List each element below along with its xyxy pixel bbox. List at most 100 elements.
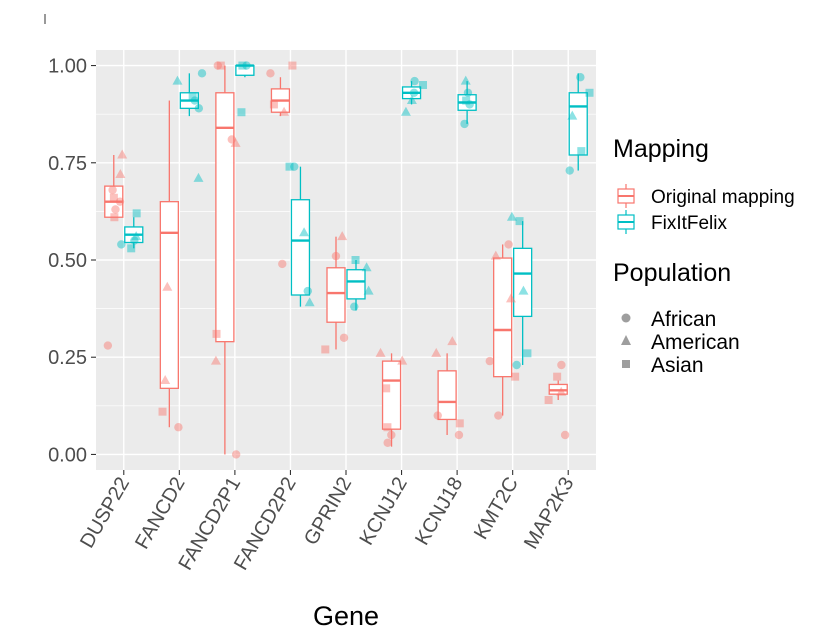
point-african	[194, 104, 204, 113]
y-tick-label: 1.00	[48, 56, 87, 78]
point-asian	[455, 419, 464, 428]
legend-item-african: African	[651, 308, 716, 331]
box-body	[159, 201, 179, 389]
point-american	[406, 95, 417, 105]
point-african	[463, 88, 473, 97]
point-asian	[110, 213, 119, 222]
point-african	[290, 162, 299, 171]
point-american	[117, 149, 128, 159]
point-asian	[127, 244, 136, 253]
box-GPRIN2-fixitfelix	[346, 260, 366, 311]
x-tick-label: KMT2C	[470, 474, 523, 544]
y-tick-label: 0.25	[48, 347, 87, 369]
point-asian	[577, 147, 586, 156]
point-african	[197, 69, 207, 78]
point-american	[115, 168, 126, 178]
point-asian	[382, 384, 391, 393]
point-american	[447, 336, 458, 346]
point-asian	[321, 345, 330, 354]
point-american	[279, 106, 290, 116]
point-american	[490, 250, 501, 260]
legend-population-title: Population	[613, 259, 731, 287]
point-african	[115, 197, 125, 206]
box-DUSP22-original	[104, 155, 124, 218]
point-african	[339, 333, 349, 342]
point-african	[242, 61, 251, 70]
box-body	[215, 92, 235, 343]
box-KCNJ12-original	[381, 353, 402, 447]
x-axis-title: Gene	[313, 601, 379, 631]
point-asian	[188, 92, 197, 101]
point-american	[375, 347, 386, 357]
legend-item-american: American	[651, 331, 740, 354]
point-american	[460, 75, 471, 85]
point-african	[576, 73, 585, 82]
box-body	[326, 267, 346, 323]
point-african	[565, 166, 574, 175]
point-african	[231, 450, 241, 459]
point-african	[117, 240, 126, 249]
point-african	[387, 430, 396, 440]
point-asian	[109, 193, 118, 202]
x-tick-label: MAP2K3	[520, 474, 579, 553]
point-american	[304, 297, 315, 307]
point-american	[505, 293, 516, 303]
point-african	[454, 430, 464, 440]
box-body	[437, 370, 457, 421]
legend-african-circle-icon	[621, 313, 631, 323]
point-african	[111, 205, 120, 214]
point-asian	[585, 88, 594, 97]
point-american	[193, 172, 204, 182]
box-body	[493, 257, 513, 378]
point-african	[350, 302, 359, 311]
point-american	[210, 355, 221, 365]
point-african	[460, 119, 469, 129]
box-FANCD2-original	[159, 100, 179, 428]
data-points	[103, 61, 594, 459]
point-american	[172, 75, 183, 85]
point-asian	[462, 96, 471, 105]
point-american	[361, 262, 372, 272]
legend: Mapping Original mapping FixItFelix Popu…	[613, 135, 795, 377]
point-american	[299, 227, 310, 237]
box-FANCD2P1-fixitfelix	[235, 64, 255, 78]
point-african	[108, 185, 117, 195]
point-american	[337, 231, 348, 241]
point-african	[303, 286, 312, 296]
point-african	[213, 61, 223, 70]
box-body	[346, 269, 366, 300]
point-american	[506, 211, 517, 221]
box-body	[290, 199, 311, 296]
point-american	[162, 281, 173, 291]
x-tick-label: GPRIN2	[300, 474, 356, 549]
point-african	[485, 356, 494, 366]
legend-item-original-mapping: Original mapping	[651, 187, 795, 208]
point-asian	[158, 407, 167, 416]
point-african	[504, 240, 513, 249]
box-body	[381, 360, 402, 430]
point-african	[227, 135, 237, 144]
box-KMT2C-original	[493, 244, 513, 416]
point-asian	[216, 61, 225, 70]
point-american	[518, 285, 529, 295]
box-FANCD2P2-fixitfelix	[290, 166, 311, 307]
point-african	[266, 69, 275, 78]
point-asian	[419, 81, 428, 89]
point-asian	[269, 100, 278, 109]
box-MAP2K3-fixitfelix	[568, 73, 588, 171]
point-african	[410, 76, 419, 86]
point-african	[383, 438, 392, 447]
point-african	[409, 88, 419, 97]
box-KMT2C-fixitfelix	[513, 221, 533, 365]
point-african	[130, 236, 139, 245]
x-tick-label: KCNJ18	[411, 473, 467, 549]
point-african	[494, 411, 503, 420]
point-african	[433, 411, 442, 420]
point-asian	[288, 61, 297, 70]
point-asian	[212, 329, 221, 338]
box-body	[568, 92, 588, 156]
y-tick-label: 0.75	[48, 153, 87, 175]
box-FANCD2P1-original	[215, 65, 235, 455]
point-african	[174, 423, 183, 432]
